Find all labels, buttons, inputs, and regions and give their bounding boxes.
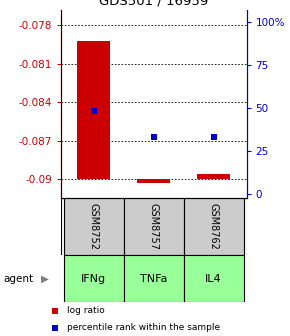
FancyBboxPatch shape (124, 255, 184, 302)
Text: GSM8762: GSM8762 (209, 203, 219, 250)
Text: GSM8757: GSM8757 (149, 203, 159, 250)
FancyBboxPatch shape (64, 255, 124, 302)
FancyBboxPatch shape (64, 198, 124, 255)
Text: percentile rank within the sample: percentile rank within the sample (67, 323, 220, 332)
Bar (137, 179, 170, 183)
Text: agent: agent (3, 274, 33, 284)
FancyBboxPatch shape (184, 255, 244, 302)
Text: IFNg: IFNg (81, 274, 106, 284)
Text: GSM8752: GSM8752 (89, 203, 99, 250)
FancyBboxPatch shape (124, 198, 184, 255)
Text: log ratio: log ratio (67, 306, 104, 315)
Title: GDS501 / 16959: GDS501 / 16959 (99, 0, 208, 7)
FancyBboxPatch shape (184, 198, 244, 255)
Bar (197, 174, 230, 179)
Text: TNFa: TNFa (140, 274, 167, 284)
Text: ▶: ▶ (41, 274, 49, 284)
Text: IL4: IL4 (205, 274, 222, 284)
Bar (77, 41, 110, 179)
